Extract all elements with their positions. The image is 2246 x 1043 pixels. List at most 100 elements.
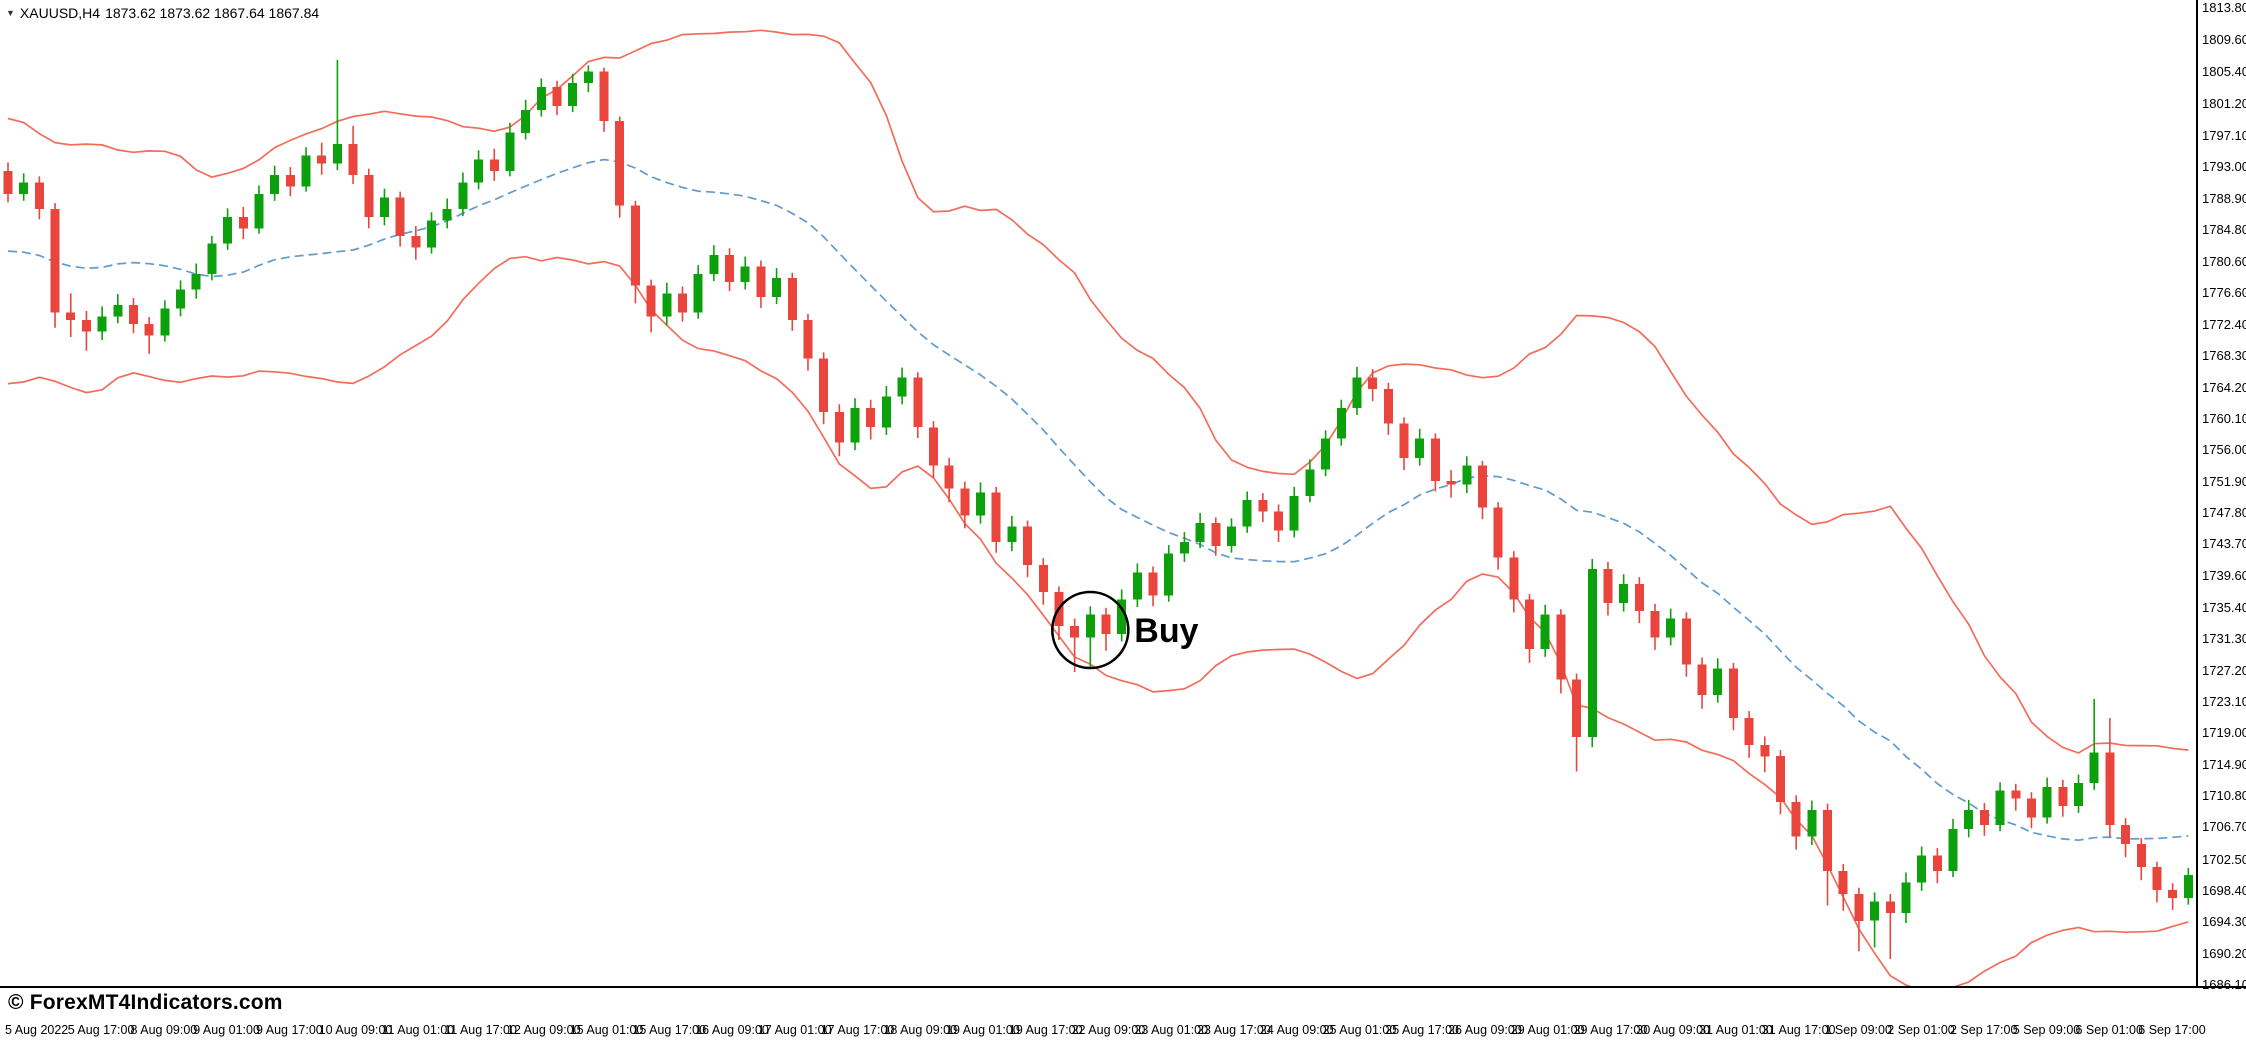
bull-candle-body bbox=[458, 182, 468, 210]
time-axis-label: 29 Aug 17:00 bbox=[1573, 1023, 1648, 1037]
price-axis-label: 1735.40 bbox=[2202, 599, 2246, 615]
price-axis-label: 1809.60 bbox=[2202, 32, 2246, 48]
bear-candle-body bbox=[34, 182, 44, 210]
price-axis-label: 1751.90 bbox=[2202, 473, 2246, 489]
bear-candle-body bbox=[50, 209, 60, 313]
bull-candle-body bbox=[207, 243, 217, 275]
bottom-separator bbox=[0, 986, 2246, 988]
bull-candle-body bbox=[191, 274, 201, 290]
bear-candle-body bbox=[2011, 790, 2021, 799]
bull-candle-body bbox=[1713, 668, 1723, 696]
price-axis-separator bbox=[2196, 0, 2198, 986]
bear-candle-body bbox=[944, 465, 954, 489]
bull-candle-body bbox=[176, 289, 185, 309]
price-axis-label: 1714.90 bbox=[2202, 756, 2246, 772]
bear-candle-body bbox=[646, 285, 656, 317]
bear-candle-body bbox=[2027, 798, 2036, 818]
bear-candle-body bbox=[1823, 809, 1832, 871]
price-axis-label: 1813.80 bbox=[2202, 0, 2246, 15]
bull-candle-body bbox=[505, 132, 515, 171]
bull-candle-body bbox=[1242, 499, 1252, 527]
bear-candle-body bbox=[991, 492, 1001, 542]
bull-candle-body bbox=[1117, 599, 1127, 634]
bear-candle-body bbox=[1368, 377, 1378, 389]
bear-candle-body bbox=[1744, 718, 1754, 745]
time-axis-label: 10 Aug 09:00 bbox=[318, 1023, 393, 1037]
bull-candle-body bbox=[772, 278, 782, 298]
bear-candle-body bbox=[1274, 511, 1283, 531]
price-axis-label: 1706.70 bbox=[2202, 819, 2246, 835]
price-axis-label: 1756.00 bbox=[2202, 442, 2246, 458]
time-axis-label: 9 Aug 17:00 bbox=[256, 1023, 323, 1037]
time-axis-label: 6 Sep 01:00 bbox=[2075, 1023, 2143, 1037]
price-axis-label: 1727.20 bbox=[2202, 662, 2246, 678]
bear-candle-body bbox=[960, 488, 970, 516]
bull-candle-body bbox=[1964, 809, 1974, 829]
price-axis-label: 1723.10 bbox=[2202, 693, 2246, 709]
price-axis-label: 1690.20 bbox=[2202, 945, 2246, 961]
candles bbox=[3, 60, 2193, 959]
price-axis-label: 1739.60 bbox=[2202, 567, 2246, 583]
bull-candle-body bbox=[332, 144, 342, 164]
bull-candle-body bbox=[223, 216, 233, 244]
bear-candle-body bbox=[1070, 626, 1080, 638]
bear-candle-body bbox=[1446, 480, 1456, 485]
time-axis-label: 6 Sep 17:00 bbox=[2138, 1023, 2206, 1037]
time-axis-label: 18 Aug 09:00 bbox=[883, 1023, 958, 1037]
bull-candle-body bbox=[1901, 882, 1911, 914]
bear-candle-body bbox=[1932, 855, 1942, 871]
time-axis-label: 24 Aug 09:00 bbox=[1259, 1023, 1334, 1037]
time-axis[interactable]: 5 Aug 2022 5 Aug 17:00 8 Aug 09:00 9 Aug 01… bbox=[0, 1023, 2246, 1043]
bull-candle-body bbox=[301, 155, 311, 187]
candlestick-chart[interactable]: Buy bbox=[0, 0, 2196, 986]
bear-candle-body bbox=[2168, 890, 2178, 898]
bull-candle-body bbox=[19, 182, 29, 194]
bear-candle-body bbox=[1258, 499, 1268, 512]
bull-candle-body bbox=[1132, 572, 1142, 600]
time-axis-label: 25 Aug 17:00 bbox=[1385, 1023, 1459, 1037]
time-axis-label: 12 Aug 09:00 bbox=[506, 1023, 581, 1037]
bear-candle-body bbox=[317, 155, 327, 164]
time-axis-label: 9 Aug 01:00 bbox=[193, 1023, 260, 1037]
bull-candle-body bbox=[1164, 553, 1174, 596]
bear-candle-body bbox=[1650, 610, 1660, 638]
price-axis-label: 1805.40 bbox=[2202, 64, 2246, 80]
price-axis[interactable]: 1813.80 1809.60 1805.40 1801.20 1797.10 1793.… bbox=[2202, 0, 2246, 992]
time-axis-label: 11 Aug 01:00 bbox=[381, 1023, 455, 1037]
buy-signal-circle[interactable] bbox=[1051, 590, 1130, 670]
time-axis-label: 5 Sep 09:00 bbox=[2012, 1023, 2081, 1037]
bear-candle-body bbox=[630, 205, 640, 286]
bear-candle-body bbox=[1399, 423, 1409, 458]
time-axis-label: 5 Aug 17:00 bbox=[67, 1023, 135, 1037]
bear-candle-body bbox=[66, 312, 76, 321]
bear-candle-body bbox=[1885, 901, 1895, 914]
bull-candle-body bbox=[97, 316, 107, 332]
price-axis-label: 1710.80 bbox=[2202, 788, 2246, 803]
time-axis-label: 19 Aug 17:00 bbox=[1008, 1023, 1083, 1037]
buy-signal-label[interactable]: Buy bbox=[1134, 612, 1198, 650]
bull-candle-body bbox=[693, 274, 703, 313]
bull-candle-body bbox=[1948, 828, 1958, 871]
bear-candle-body bbox=[3, 171, 13, 194]
time-axis-label: 5 Aug 2022 bbox=[5, 1023, 69, 1037]
bear-candle-body bbox=[2136, 844, 2146, 868]
bull-candle-body bbox=[1336, 408, 1346, 439]
time-axis-label: 26 Aug 09:00 bbox=[1448, 1023, 1522, 1037]
bull-candle-body bbox=[583, 71, 593, 83]
bull-candle-body bbox=[1085, 614, 1095, 638]
bull-candle-body bbox=[1540, 614, 1550, 650]
bear-candle-body bbox=[725, 255, 734, 282]
chart-shift-icon: ▼ bbox=[6, 7, 15, 18]
bull-candle-body bbox=[1195, 522, 1205, 542]
bear-candle-body bbox=[1509, 557, 1519, 600]
bull-candle-body bbox=[1870, 901, 1880, 921]
bull-candle-body bbox=[1995, 790, 2005, 826]
time-axis-label: 22 Aug 09:00 bbox=[1071, 1023, 1146, 1037]
price-axis-label: 1702.50 bbox=[2202, 851, 2246, 867]
price-axis-label: 1772.40 bbox=[2202, 316, 2246, 332]
bear-candle-body bbox=[1681, 618, 1691, 665]
bull-candle-body bbox=[270, 174, 280, 194]
time-axis-label: 31 Aug 01:00 bbox=[1699, 1023, 1773, 1037]
bear-candle-body bbox=[2058, 786, 2068, 806]
time-axis-label: 25 Aug 01:00 bbox=[1322, 1023, 1397, 1037]
